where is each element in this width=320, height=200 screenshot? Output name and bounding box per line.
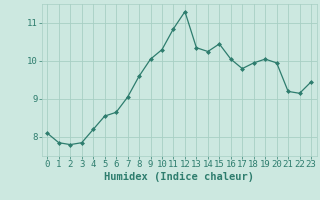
X-axis label: Humidex (Indice chaleur): Humidex (Indice chaleur) [104, 172, 254, 182]
